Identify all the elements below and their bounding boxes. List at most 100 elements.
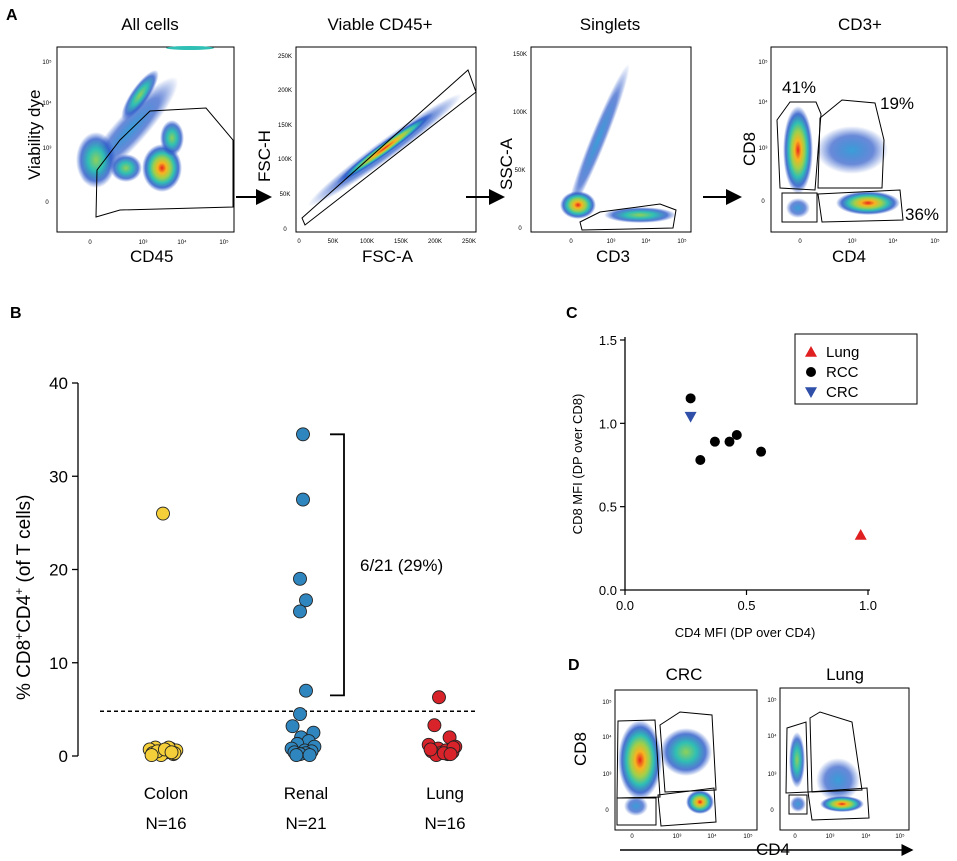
c-legend: Lung RCC CRC <box>794 333 918 405</box>
flow-plot-ylabel: Viability dye <box>25 90 44 180</box>
y-tick: 10³ <box>43 146 52 152</box>
flow-plot-ylabel: FSC-H <box>255 130 274 182</box>
x-tick: 0 <box>793 834 797 840</box>
x-tick: 10⁵ <box>219 239 229 246</box>
x-tick: 200K <box>428 239 442 245</box>
flow-ticks: 0 10³ 10⁴ 10⁵ 10⁵ 10⁴ 10³ 0 <box>42 59 229 246</box>
y-tick: 10⁵ <box>602 699 612 706</box>
flow-plot-xlabel: CD45 <box>130 247 173 266</box>
point-renal <box>293 571 307 586</box>
y-tick: 10⁴ <box>758 99 768 106</box>
flow-plot-frame <box>530 46 692 233</box>
flow-gate-cd8 <box>776 101 822 191</box>
x-tick: 0 <box>88 240 92 246</box>
panel-a: All cells Viability dye CD45 0 10³ 10⁴ 1… <box>25 15 948 266</box>
y-tick: 0 <box>283 227 287 233</box>
category-n-label: N=21 <box>285 814 326 833</box>
c-y-tick-label: 0.5 <box>599 500 617 515</box>
c-ticks: 0.0 0.5 1.0 0.0 0.5 1.0 1.5 <box>599 333 877 613</box>
x-tick: 10⁵ <box>895 833 905 840</box>
flow-gate <box>301 69 477 226</box>
point-rcc <box>685 393 696 404</box>
flow-density <box>618 720 714 816</box>
flow-gate <box>788 794 808 815</box>
legend-label: RCC <box>826 364 859 381</box>
legend-label: CRC <box>826 384 859 401</box>
y-tick: 100K <box>513 110 527 116</box>
flow-plot-singlets: Singlets SSC-A CD3 0 10³ 10⁴ 10⁵ 150K 10… <box>497 15 692 266</box>
flow-plot-title: Viable CD45+ <box>327 15 432 34</box>
c-x-tick-label: 1.0 <box>859 598 877 613</box>
y-tick: 0 <box>761 199 765 205</box>
panel-label-b: B <box>10 305 22 322</box>
panel-label-d: D <box>568 657 580 674</box>
flow-ticks: 0 10³ 10⁴ 10⁵ 150K 100K 50K 0 <box>513 52 687 245</box>
y-tick: 0 <box>45 200 49 206</box>
x-tick: 0 <box>569 239 573 245</box>
x-tick: 0 <box>798 239 802 245</box>
percent-cd4: 36% <box>905 205 939 224</box>
flow-gate-cd4 <box>817 189 904 223</box>
x-tick: 10⁴ <box>177 239 187 246</box>
point-renal <box>302 748 317 763</box>
y-tick: 10⁴ <box>42 100 52 107</box>
point-renal <box>299 593 313 608</box>
y-tick: 100K <box>278 157 292 163</box>
point-lung <box>427 718 442 733</box>
y-tick: 0 <box>518 226 522 232</box>
b-y-tick-label: 20 <box>49 561 68 580</box>
y-tick: 10⁵ <box>758 59 768 66</box>
c-points <box>684 393 867 540</box>
flow-plot-xlabel: FSC-A <box>362 247 414 266</box>
b-y-tick-label: 10 <box>49 654 68 673</box>
flow-gate <box>616 719 661 799</box>
b-y-axis-label: % CD8+CD4+ (of T cells) <box>12 495 35 701</box>
legend-items: Lung RCC CRC <box>805 344 859 401</box>
category-label: Renal <box>284 784 328 803</box>
flow-density <box>783 106 900 218</box>
flow-gate <box>616 797 657 826</box>
flow-density <box>560 63 676 223</box>
point-rcc <box>724 436 735 447</box>
x-tick: 10⁵ <box>677 238 687 245</box>
flow-gate <box>657 787 717 827</box>
flow-gate <box>809 711 863 793</box>
point-renal <box>296 492 310 507</box>
b-categories: Colon N=16 Renal N=21 Lung N=16 <box>144 784 466 833</box>
flow-plot-viable-cd45: Viable CD45+ FSC-H FSC-A 0 50K 100K 150K… <box>255 15 477 266</box>
flow-plot-title: Lung <box>826 665 864 684</box>
y-tick: 10⁵ <box>42 59 52 66</box>
y-tick: 10³ <box>768 772 777 778</box>
flow-plot-xlabel: CD3 <box>596 247 630 266</box>
c-y-tick-label: 0.0 <box>599 583 617 598</box>
x-tick: 10³ <box>848 239 857 245</box>
flow-gate-dp <box>817 99 885 189</box>
legend-label: Lung <box>826 344 859 361</box>
significance-bracket <box>330 433 345 697</box>
flow-gate <box>807 787 870 821</box>
legend-marker-rcc <box>806 367 816 377</box>
d-x-axis-label: CD4 <box>756 840 790 859</box>
panel-b: % CD8+CD4+ (of T cells) 0 10 20 30 40 6/21 (… <box>12 374 476 833</box>
panel-label-a: A <box>6 7 18 24</box>
point-colon <box>156 506 170 521</box>
b-points <box>142 427 463 763</box>
x-tick: 10³ <box>826 834 835 840</box>
point-lung <box>423 742 438 757</box>
y-tick: 150K <box>278 123 292 129</box>
x-tick: 10³ <box>673 834 682 840</box>
x-tick: 10⁴ <box>707 833 717 840</box>
legend-marker-lung <box>805 346 817 357</box>
flow-plot-ylabel: CD8 <box>571 732 590 766</box>
flow-plot-cd3: CD3+ 41% 19% 36% CD8 CD4 0 10³ 10⁴ 10⁵ <box>740 15 948 266</box>
flow-plot-xlabel: CD4 <box>832 247 866 266</box>
x-tick: 0 <box>297 239 301 245</box>
y-tick: 250K <box>278 54 292 60</box>
y-tick: 10⁴ <box>767 733 777 740</box>
c-y-tick-label: 1.0 <box>599 416 617 431</box>
x-tick: 250K <box>462 239 476 245</box>
panel-c: 0.0 0.5 1.0 0.0 0.5 1.0 1.5 CD4 MFI (DP over C… <box>570 333 918 640</box>
y-tick: 10⁵ <box>767 697 777 704</box>
y-tick: 0 <box>605 808 609 814</box>
flow-plot-all-cells: All cells Viability dye CD45 0 10³ 10⁴ 1… <box>25 15 235 266</box>
